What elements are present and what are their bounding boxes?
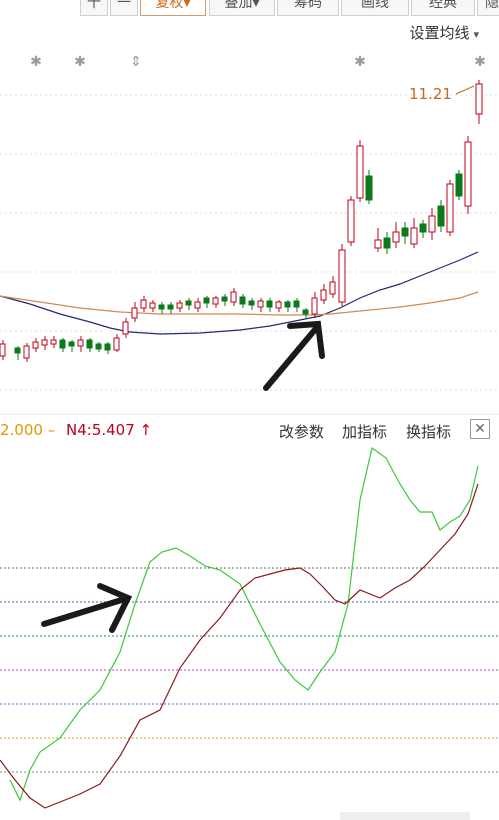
star-icon[interactable]: ✱ <box>30 54 42 70</box>
ma-short-line <box>0 251 479 335</box>
indicator-value-1: 2.000 – <box>0 421 56 439</box>
close-icon[interactable]: ✕ <box>470 419 490 439</box>
caret-down-icon: ▾ <box>473 28 479 41</box>
scrollbar[interactable] <box>340 812 470 820</box>
add-indicator-button[interactable]: 加指标 <box>342 423 388 441</box>
candlesticks <box>0 80 483 362</box>
classic-button[interactable]: 经典 <box>411 0 475 16</box>
indicator-slow-line <box>0 483 479 809</box>
toolbar: 十 一 复权▾ 叠加▾ 筹码 画线 经典 隐 <box>0 0 499 18</box>
indicator-header: 2.000 – N4:5.407 ↑ 改参数 加指标 换指标 ✕ <box>0 419 499 443</box>
chips-button[interactable]: 筹码 <box>277 0 339 16</box>
indicator-grid <box>0 567 499 773</box>
max-price-label: 11.21 <box>409 85 452 103</box>
ma-settings-button[interactable]: 设置均线 ▾ <box>409 22 479 43</box>
star-icon[interactable]: ✱ <box>474 54 486 70</box>
caret-down-icon: ▾ <box>252 0 260 11</box>
indicator-value-n4: N4:5.407 ↑ <box>66 421 153 439</box>
caret-down-icon: ▾ <box>183 0 191 11</box>
hide-button[interactable]: 隐 <box>477 0 499 16</box>
crosshair-button[interactable]: 十 <box>80 0 108 16</box>
price-pointer <box>455 85 475 95</box>
fuquan-button[interactable]: 复权▾ <box>140 0 206 16</box>
updown-arrow-icon[interactable]: ⇕ <box>130 54 142 70</box>
ma-settings-label: 设置均线 <box>409 24 470 42</box>
annotation-arrow-main <box>263 320 325 391</box>
switch-indicator-button[interactable]: 换指标 <box>406 423 452 441</box>
overlay-button[interactable]: 叠加▾ <box>209 0 275 16</box>
minus-button[interactable]: 一 <box>110 0 138 16</box>
ma-long-line <box>0 291 479 316</box>
annotation-arrow-indicator <box>41 583 133 633</box>
draw-line-button[interactable]: 画线 <box>341 0 409 16</box>
main-grid <box>0 94 499 391</box>
indicator-fast-line <box>9 446 479 802</box>
star-icon[interactable]: ✱ <box>74 54 86 70</box>
star-icon[interactable]: ✱ <box>354 54 366 70</box>
edit-params-button[interactable]: 改参数 <box>279 423 325 441</box>
